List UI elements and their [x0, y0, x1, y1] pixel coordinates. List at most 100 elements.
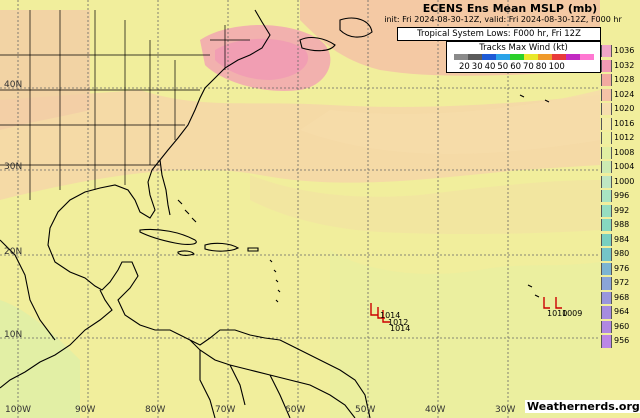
colorbar-swatch [601, 59, 612, 72]
colorbar-label: 1024 [614, 89, 635, 99]
colorbar-swatch [601, 248, 612, 261]
colorbar-swatch [601, 132, 612, 145]
watermark: Weathernerds.org [525, 400, 640, 413]
tracks-legend-swatch [510, 54, 524, 60]
low-pressure-label: 1014 [380, 311, 401, 320]
colorbar-swatch [601, 335, 612, 348]
colorbar-label: 1020 [614, 104, 635, 114]
lon-label: 90W [75, 405, 96, 415]
colorbar-row: 1016 [601, 117, 637, 130]
colorbar-row: 980 [601, 248, 637, 261]
lat-label: 40N [4, 80, 23, 90]
colorbar-swatch [601, 219, 612, 232]
tracks-legend-label: 60 [510, 62, 522, 72]
colorbar-swatch [601, 204, 612, 217]
colorbar-row: 988 [601, 219, 637, 232]
colorbar-label: 992 [614, 205, 630, 215]
lon-label: 40W [425, 405, 446, 415]
colorbar-swatch [601, 175, 612, 188]
tracks-legend-label: 20 [459, 62, 470, 72]
colorbar-swatch [601, 161, 612, 174]
colorbar-row: 996 [601, 190, 637, 203]
map-subtitle: init: Fri 2024-08-30-12Z, valid: Fri 202… [384, 15, 622, 24]
tracks-legend-swatch [454, 54, 468, 60]
lon-label: 70W [215, 405, 236, 415]
lon-label: 80W [145, 405, 166, 415]
colorbar-label: 1028 [614, 75, 635, 85]
tracks-legend-swatch [524, 54, 538, 60]
colorbar-swatch [601, 190, 612, 203]
tracks-legend: Tracks Max Wind (kt) 20 30 40 50 60 70 8… [446, 41, 601, 73]
colorbar-label: 1004 [614, 162, 635, 172]
pressure-colorbar: 1036 1032 1028 1024 1020 1016 1012 1008 1004 1000… [601, 45, 637, 350]
colorbar-swatch [601, 233, 612, 246]
low-pressure-label: 1014 [390, 324, 411, 333]
colorbar-row: 972 [601, 277, 637, 290]
colorbar-swatch [601, 277, 612, 290]
colorbar-label: 976 [614, 263, 630, 273]
colorbar-swatch [601, 320, 612, 334]
colorbar-label: 964 [614, 307, 630, 317]
tracks-legend-label: 40 [484, 62, 496, 72]
colorbar-swatch [601, 146, 612, 159]
colorbar-swatch [601, 262, 612, 276]
colorbar-swatch [601, 88, 612, 101]
colorbar-label: 972 [614, 278, 630, 288]
colorbar-row: 976 [601, 262, 637, 276]
tracks-legend-label: 100 [548, 62, 565, 72]
tracks-legend-label: 50 [497, 62, 509, 72]
map-title: ECENS Ens Mean MSLP (mb) [422, 2, 598, 15]
colorbar-row: 1032 [601, 59, 637, 72]
colorbar-row: 1004 [601, 161, 637, 174]
colorbar-label: 1000 [614, 176, 635, 186]
lon-label: 100W [5, 405, 32, 415]
colorbar-row: 984 [601, 233, 637, 246]
tropical-lows-label: Tropical System Lows: F000 hr, Fri 12Z [397, 27, 601, 41]
tracks-legend-swatches [454, 54, 594, 60]
low-pressure-label: 1009 [562, 309, 583, 318]
tracks-legend-swatch [580, 54, 594, 60]
colorbar-row: 992 [601, 204, 637, 217]
colorbar-row: 1024 [601, 88, 637, 101]
tracks-legend-labels: 20 30 40 50 60 70 80 100 [459, 62, 599, 72]
tracks-legend-label: 80 [535, 62, 547, 72]
colorbar-label: 960 [614, 321, 630, 331]
colorbar-row: 968 [601, 291, 637, 305]
tracks-legend-swatch [468, 54, 482, 60]
low-pressure-label: 1012 [388, 318, 409, 327]
colorbar-row: 964 [601, 306, 637, 319]
lat-label: 30N [4, 162, 23, 172]
colorbar-label: 1016 [614, 118, 635, 128]
colorbar-label: 1032 [614, 60, 635, 70]
tracks-legend-swatch [496, 54, 510, 60]
lon-label: 30W [495, 405, 516, 415]
colorbar-label: 1012 [614, 133, 635, 143]
colorbar-label: 1008 [614, 147, 635, 157]
colorbar-row: 1020 [601, 103, 637, 116]
colorbar-label: 980 [614, 249, 630, 259]
colorbar-swatch [601, 103, 612, 116]
tracks-legend-title: Tracks Max Wind (kt) [479, 43, 568, 53]
lat-label: 10N [4, 330, 23, 340]
colorbar-swatch [601, 117, 612, 130]
colorbar-row: 960 [601, 320, 637, 334]
colorbar-label: 984 [614, 234, 630, 244]
colorbar-row: 1012 [601, 132, 637, 145]
colorbar-label: 1036 [614, 46, 635, 55]
tracks-legend-swatch [566, 54, 580, 60]
low-pressure-label: 1010 [547, 309, 568, 318]
colorbar-label: 988 [614, 220, 630, 230]
colorbar-row: 1000 [601, 175, 637, 188]
tracks-legend-label: 30 [471, 62, 483, 72]
tracks-legend-swatch [482, 54, 496, 60]
colorbar-swatch [601, 306, 612, 319]
lon-label: 60W [285, 405, 306, 415]
colorbar-swatch [601, 291, 612, 305]
tracks-legend-swatch [538, 54, 552, 60]
colorbar-label: 968 [614, 292, 630, 302]
lon-label: 50W [355, 405, 376, 415]
tracks-legend-swatch [552, 54, 566, 60]
tracks-legend-label: 70 [522, 62, 534, 72]
colorbar-row: 1008 [601, 146, 637, 159]
lat-label: 20N [4, 247, 23, 257]
